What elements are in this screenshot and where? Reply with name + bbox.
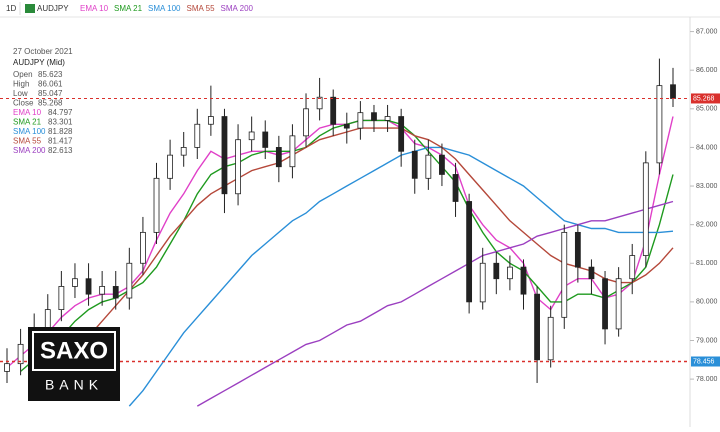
- y-tick-label: 87.000: [696, 28, 718, 35]
- info-ma-label: EMA 10: [13, 108, 42, 117]
- candle-body: [275, 147, 282, 168]
- fx-icon: [25, 4, 35, 13]
- logo-top: SAXO: [40, 337, 108, 364]
- candle-body: [411, 150, 418, 179]
- info-value: 86.061: [38, 80, 63, 89]
- info-symbol: AUDJPY (Mid): [13, 58, 65, 67]
- y-tick-label: 81.000: [696, 260, 718, 267]
- candle-body: [180, 147, 187, 156]
- info-ma-label: SMA 55: [13, 137, 42, 146]
- y-tick-label: 79.000: [696, 337, 718, 344]
- candle-body: [207, 116, 214, 125]
- info-ma-value: 81.417: [48, 137, 73, 146]
- logo-frame: [32, 331, 116, 371]
- candle-body: [99, 286, 106, 295]
- info-label: High: [13, 80, 29, 89]
- y-tick-label: 78.000: [696, 376, 718, 383]
- candle-body: [289, 135, 296, 168]
- info-ma-label: SMA 100: [13, 127, 46, 136]
- info-value: 85.268: [38, 99, 63, 108]
- candle-body: [642, 162, 649, 256]
- candle-body: [126, 262, 133, 299]
- candle-body: [466, 201, 473, 303]
- info-ma-label: SMA 200: [13, 146, 46, 155]
- candle-body: [194, 123, 201, 148]
- candle-body: [534, 293, 540, 361]
- candle-body: [112, 286, 119, 299]
- info-date: 27 October 2021: [13, 47, 73, 56]
- candle-body: [371, 112, 377, 121]
- candle-body: [153, 177, 160, 233]
- candle-body: [85, 278, 92, 295]
- logo-box: [28, 327, 120, 401]
- candle-body: [343, 123, 350, 129]
- candle-body: [574, 231, 581, 268]
- candle-body: [602, 278, 608, 330]
- interval[interactable]: 1D: [6, 4, 16, 13]
- candle-body: [398, 116, 405, 152]
- candle-body: [425, 154, 432, 179]
- price-tag-label: 78.456: [693, 358, 715, 365]
- candle-body: [248, 131, 255, 141]
- y-tick-label: 83.000: [696, 183, 718, 190]
- legend-entry: SMA 200: [221, 4, 254, 13]
- candle-body: [561, 231, 568, 318]
- info-ma-value: 84.797: [48, 108, 73, 117]
- legend-entry: SMA 55: [187, 4, 216, 13]
- candle-body: [140, 231, 146, 264]
- candle-body: [384, 116, 391, 121]
- info-label: Close: [13, 99, 34, 108]
- price-tag: [691, 356, 720, 367]
- candle-body: [4, 363, 10, 372]
- legend-entry: SMA 21: [114, 4, 143, 13]
- y-tick-label: 80.000: [696, 299, 718, 306]
- symbol[interactable]: AUDJPY: [37, 4, 69, 13]
- y-tick-label: 82.000: [696, 221, 718, 228]
- candle-body: [615, 278, 622, 330]
- candle-body: [72, 278, 78, 287]
- y-tick-label: 85.000: [696, 106, 718, 113]
- candle-body: [44, 309, 51, 330]
- info-ma-value: 83.301: [48, 118, 73, 127]
- price-tag: [691, 93, 720, 104]
- info-ma-label: SMA 21: [13, 118, 42, 127]
- candle-body: [303, 108, 309, 137]
- logo-bottom: BANK: [45, 377, 103, 393]
- candle-body: [316, 96, 323, 110]
- candle-body: [670, 84, 676, 99]
- candle-body: [479, 262, 486, 303]
- candle-body: [167, 154, 174, 179]
- info-panel: 27 October 2021 AUDJPY (Mid) Open 85.623 Hig…: [13, 47, 73, 155]
- candle-body: [262, 131, 269, 148]
- legend-entry: SMA 100: [148, 4, 181, 13]
- y-tick-label: 86.000: [696, 67, 718, 74]
- candle-body: [17, 343, 24, 365]
- candle-body: [58, 286, 65, 311]
- candle-body: [588, 266, 595, 280]
- candle-body: [656, 85, 663, 164]
- candle-body: [235, 139, 241, 195]
- candle-body: [452, 174, 459, 202]
- info-ma-value: 82.613: [48, 146, 73, 155]
- logo: SAXO BANK: [28, 327, 120, 401]
- candle-body: [520, 266, 527, 295]
- candle-body: [439, 154, 445, 175]
- y-tick-label: 84.000: [696, 144, 718, 151]
- candle-body: [493, 262, 500, 280]
- candle-body: [357, 112, 364, 129]
- info-label: Low: [13, 89, 28, 98]
- info-value: 85.047: [38, 89, 63, 98]
- info-ma-value: 81.828: [48, 127, 73, 136]
- info-value: 85.623: [38, 70, 63, 79]
- candle-body: [330, 96, 337, 125]
- candle-body: [506, 266, 513, 280]
- price-tag-label: 85.268: [693, 95, 715, 102]
- candle-body: [629, 255, 636, 280]
- candle-body: [547, 316, 554, 361]
- legend-entry: EMA 10: [80, 4, 109, 13]
- candle-body: [221, 116, 228, 195]
- info-label: Open: [13, 70, 33, 79]
